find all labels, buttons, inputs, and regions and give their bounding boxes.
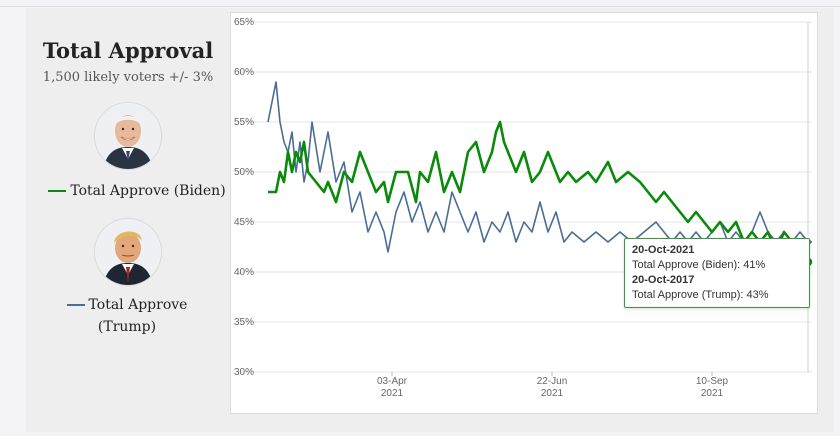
top-divider xyxy=(0,6,840,7)
legend-biden[interactable]: Total Approve (Biden) xyxy=(44,180,230,202)
tooltip-date-trump: 20-Oct-2017 xyxy=(632,274,695,286)
trump-avatar xyxy=(94,218,162,286)
x-tick-year: 2021 xyxy=(541,388,564,399)
sample-subtitle: 1,500 likely voters +/- 3% xyxy=(42,70,214,85)
x-tick-label: 22-Jun xyxy=(537,376,568,387)
y-tick-label: 40% xyxy=(234,267,254,278)
legend-trump-label-line1: Total Approve xyxy=(88,297,188,313)
y-tick-label: 30% xyxy=(234,367,254,378)
tooltip-value-trump: Total Approve (Trump): 43% xyxy=(632,289,769,301)
page-title: Total Approval xyxy=(42,38,214,63)
tooltip-date-biden: 20-Oct-2021 xyxy=(632,244,695,256)
plot-area xyxy=(230,12,818,414)
legend-biden-swatch xyxy=(48,190,67,192)
legend-trump[interactable]: Total Approve (Trump) xyxy=(62,294,192,338)
y-tick-label: 45% xyxy=(234,217,254,228)
x-tick-label: 10-Sep xyxy=(696,376,729,387)
y-tick-label: 35% xyxy=(234,317,254,328)
y-tick-label: 60% xyxy=(234,67,254,78)
tooltip-value-biden: Total Approve (Biden): 41% xyxy=(632,259,766,271)
chart-tooltip: 20-Oct-2021 Total Approve (Biden): 41% 2… xyxy=(624,238,810,308)
y-tick-label: 65% xyxy=(234,17,254,28)
legend-biden-label: Total Approve (Biden) xyxy=(70,183,226,199)
x-tick-label: 03-Apr xyxy=(377,376,408,387)
y-tick-label: 55% xyxy=(234,117,254,128)
trump-series-line xyxy=(267,81,809,253)
biden-avatar xyxy=(94,102,162,170)
legend-trump-label-line2: (Trump) xyxy=(97,319,157,335)
legend-trump-swatch xyxy=(66,304,85,306)
x-tick-year: 2021 xyxy=(701,388,724,399)
y-tick-label: 50% xyxy=(234,167,254,178)
x-tick-year: 2021 xyxy=(381,388,404,399)
left-panel: Total Approval 1,500 likely voters +/- 3… xyxy=(26,8,230,432)
biden-series-line xyxy=(268,120,810,263)
